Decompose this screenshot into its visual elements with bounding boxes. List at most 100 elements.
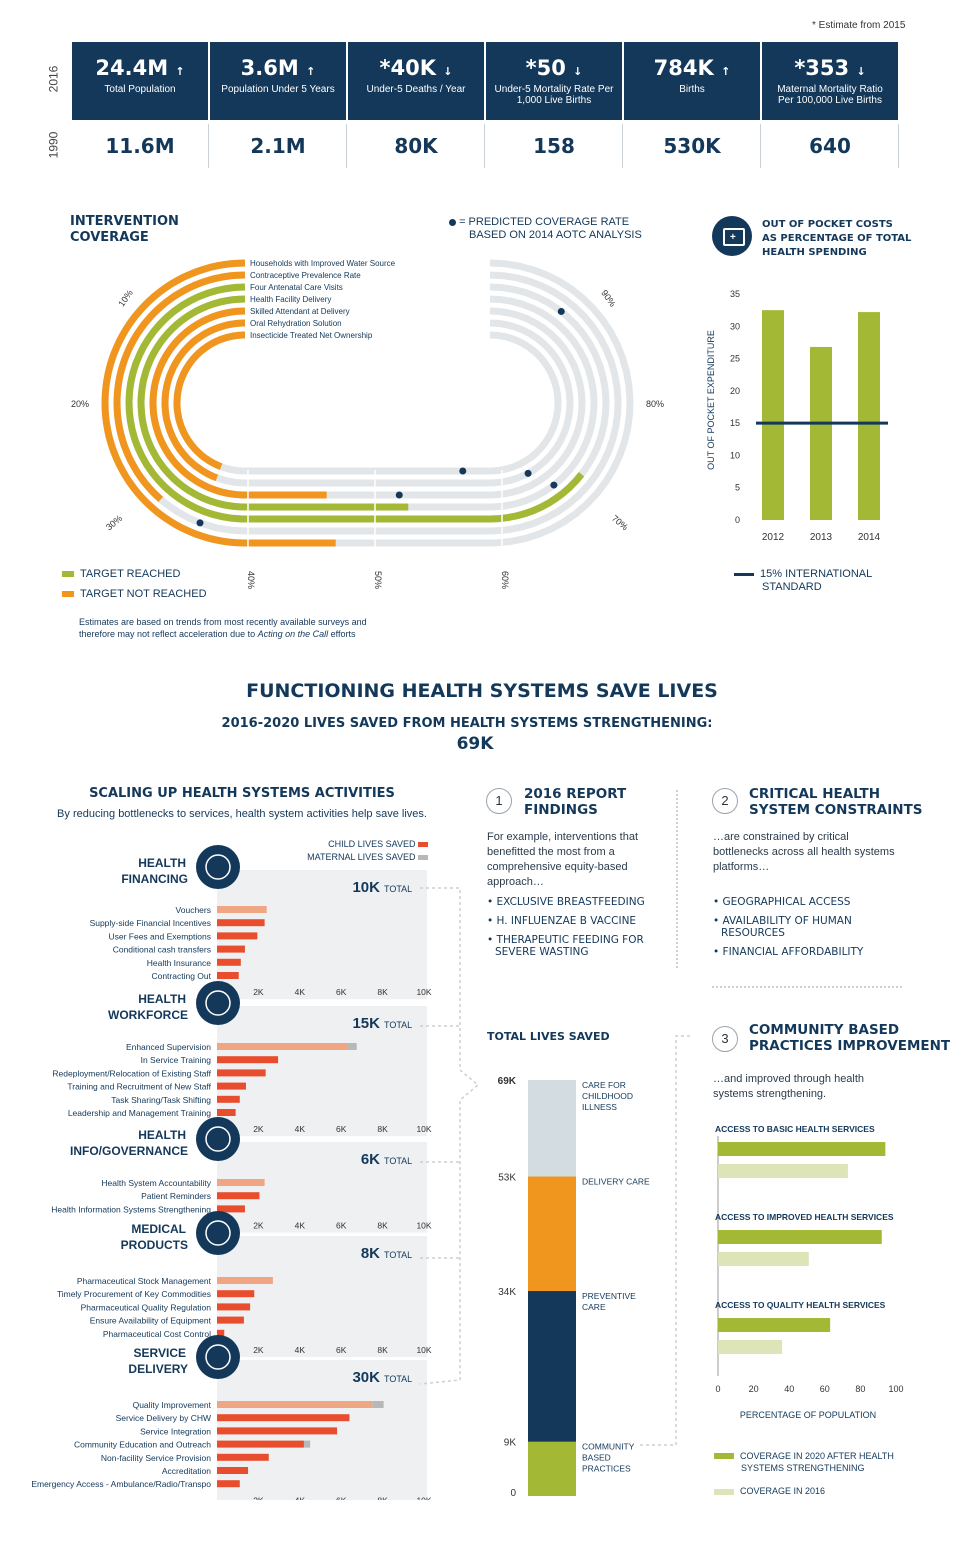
x-tick: 4K: [295, 1124, 306, 1134]
divider: [712, 986, 902, 988]
coverage-bar: [149, 307, 327, 499]
child-bar: [217, 906, 267, 913]
activity-label: Contracting Out: [151, 971, 211, 981]
activity-label: Pharmaceutical Quality Regulation: [81, 1302, 212, 1312]
community-text: …and improved through health systems stre…: [713, 1073, 865, 1100]
group-total: 15K: [352, 1015, 380, 1032]
child-bar: [217, 1069, 266, 1077]
arrow-up-icon: ↑: [306, 65, 316, 78]
group-total-word: TOTAL: [384, 1250, 412, 1260]
scaling-sub: By reducing bottlenecks to services, hea…: [57, 808, 427, 820]
stack-segment-label: CHILDHOOD: [582, 1091, 633, 1101]
stack-segment: [528, 1080, 576, 1177]
stat-value: *50 ↓: [525, 56, 583, 80]
activity-label: Leadership and Management Training: [68, 1108, 211, 1118]
scaling-charts: HEALTH FINANCING 10K TOTAL Vouchers Supply-si…: [31, 845, 432, 1500]
oop-tick: 15: [730, 418, 740, 428]
stat-label: Births: [679, 84, 705, 95]
child-bar: [217, 1316, 244, 1324]
child-bar: [217, 1303, 251, 1311]
stack-tick: 9K: [504, 1438, 517, 1449]
group-name: HEALTH: [138, 856, 186, 870]
child-bar: [217, 1480, 240, 1488]
stack-segment-label: CARE: [582, 1302, 606, 1312]
activity-label: Emergency Access - Ambulance/Radio/Trans…: [31, 1479, 211, 1489]
group-name: WORKFORCE: [108, 1008, 188, 1022]
x-tick: 6K: [336, 1221, 347, 1231]
child-bar: [217, 1082, 246, 1090]
headline-title: FUNCTIONING HEALTH SYSTEMS SAVE LIVES: [246, 680, 718, 702]
group-total-word: TOTAL: [384, 884, 412, 894]
total-lives-title: TOTAL LIVES SAVED: [487, 1030, 610, 1043]
group-total: 6K: [361, 1151, 380, 1168]
x-tick: 10K: [416, 1221, 431, 1231]
x-tick: 10K: [416, 1124, 431, 1134]
group-panel: [217, 1142, 427, 1233]
findings-bullets: • EXCLUSIVE BREASTFEEDING • H. INFLUENZAE…: [487, 896, 645, 958]
findings-text: For example, interventions that benefitte…: [487, 831, 639, 888]
child-bar: [217, 1414, 350, 1422]
community-title: COMMUNITY BASED PRACTICES IMPROVEMENT: [749, 1022, 951, 1054]
activity-label: Patient Reminders: [141, 1191, 211, 1201]
coverage-series-label: Insecticide Treated Net Ownership: [250, 331, 373, 340]
oop-category: 2014: [858, 532, 881, 543]
oop-category: 2012: [762, 532, 785, 543]
axis-tick-label: 10%: [116, 288, 135, 308]
child-bar: [217, 1401, 373, 1408]
child-bar: [217, 1440, 304, 1448]
year-1990-label: 1990: [46, 131, 61, 159]
group-total-word: TOTAL: [384, 1156, 412, 1166]
stat-label: Population Under 5 Years: [221, 84, 335, 95]
stat-1990-4: 530K: [624, 124, 761, 168]
child-bar: [217, 1290, 255, 1298]
community-tick: 0: [715, 1384, 720, 1394]
stat-2016-3: *50 ↓ Under-5 Mortality Rate Per 1,000 Li…: [486, 42, 622, 120]
stack-segment-label: CARE FOR: [582, 1080, 626, 1090]
child-bar: [217, 958, 241, 966]
community-legend-2016: COVERAGE IN 2016: [714, 1486, 825, 1496]
activity-label: Ensure Availability of Equipment: [90, 1316, 212, 1326]
headline-value: 69K: [456, 734, 494, 754]
stat-label: Under-5 Deaths / Year: [366, 84, 466, 95]
arrow-down-icon: ↓: [443, 65, 453, 78]
stack-segment: [528, 1176, 576, 1292]
activity-label: Supply-side Financial Incentives: [90, 918, 211, 928]
legend-target-reached: TARGET REACHED: [62, 568, 180, 580]
stack-segment: [528, 1441, 576, 1496]
activity-label: Health Information Systems Strengthening: [51, 1204, 211, 1214]
community-category: ACCESS TO QUALITY HEALTH SERVICES: [715, 1300, 886, 1310]
activity-label: User Fees and Exemptions: [108, 931, 211, 941]
coverage-2020-bar: [718, 1142, 886, 1156]
activity-label: Pharmaceutical Cost Control: [103, 1329, 211, 1339]
predicted-dot-icon: [449, 218, 456, 226]
coverage-series-label: Contraceptive Prevalence Rate: [250, 271, 361, 280]
stat-1990-1: 2.1M: [210, 124, 347, 168]
coverage-series-label: Four Antenatal Care Visits: [250, 283, 343, 292]
coverage-bar: [161, 319, 245, 482]
x-tick: 6K: [336, 987, 347, 997]
findings-number: 1: [486, 788, 512, 814]
coverage-2020-bar: [718, 1230, 882, 1244]
axis-tick-label: 90%: [599, 288, 618, 308]
stack-tick: 34K: [498, 1287, 516, 1298]
community-x-label: PERCENTAGE OF POPULATION: [740, 1410, 876, 1420]
connector-lines: [420, 887, 690, 1446]
intervention-title: INTERVENTION COVERAGE: [70, 214, 179, 245]
group-total: 8K: [361, 1245, 380, 1262]
x-tick: 4K: [295, 1495, 306, 1500]
headline-sub: 2016-2020 LIVES SAVED FROM HEALTH SYSTEM…: [221, 716, 713, 731]
community-tick: 100: [888, 1384, 903, 1394]
x-tick: 4K: [295, 1345, 306, 1355]
activity-label: Conditional cash transfers: [113, 945, 211, 955]
oop-category: 2013: [810, 532, 833, 543]
predicted-legend: = PREDICTED COVERAGE RATE BASED ON 2014 …: [449, 216, 642, 242]
x-tick: 2K: [253, 1345, 264, 1355]
activity-label: In Service Training: [141, 1055, 212, 1065]
axis-tick-label: 80%: [646, 399, 664, 409]
child-bar: [217, 1453, 269, 1461]
arrow-up-icon: ↑: [721, 65, 731, 78]
stack-segment-label: DELIVERY CARE: [582, 1176, 650, 1186]
coverage-series-label: Skilled Attendant at Delivery: [250, 307, 350, 316]
stat-2016-5: *353 ↓ Maternal Mortality Ratio Per 100,0…: [762, 42, 898, 120]
axis-tick-label: 60%: [500, 571, 510, 589]
